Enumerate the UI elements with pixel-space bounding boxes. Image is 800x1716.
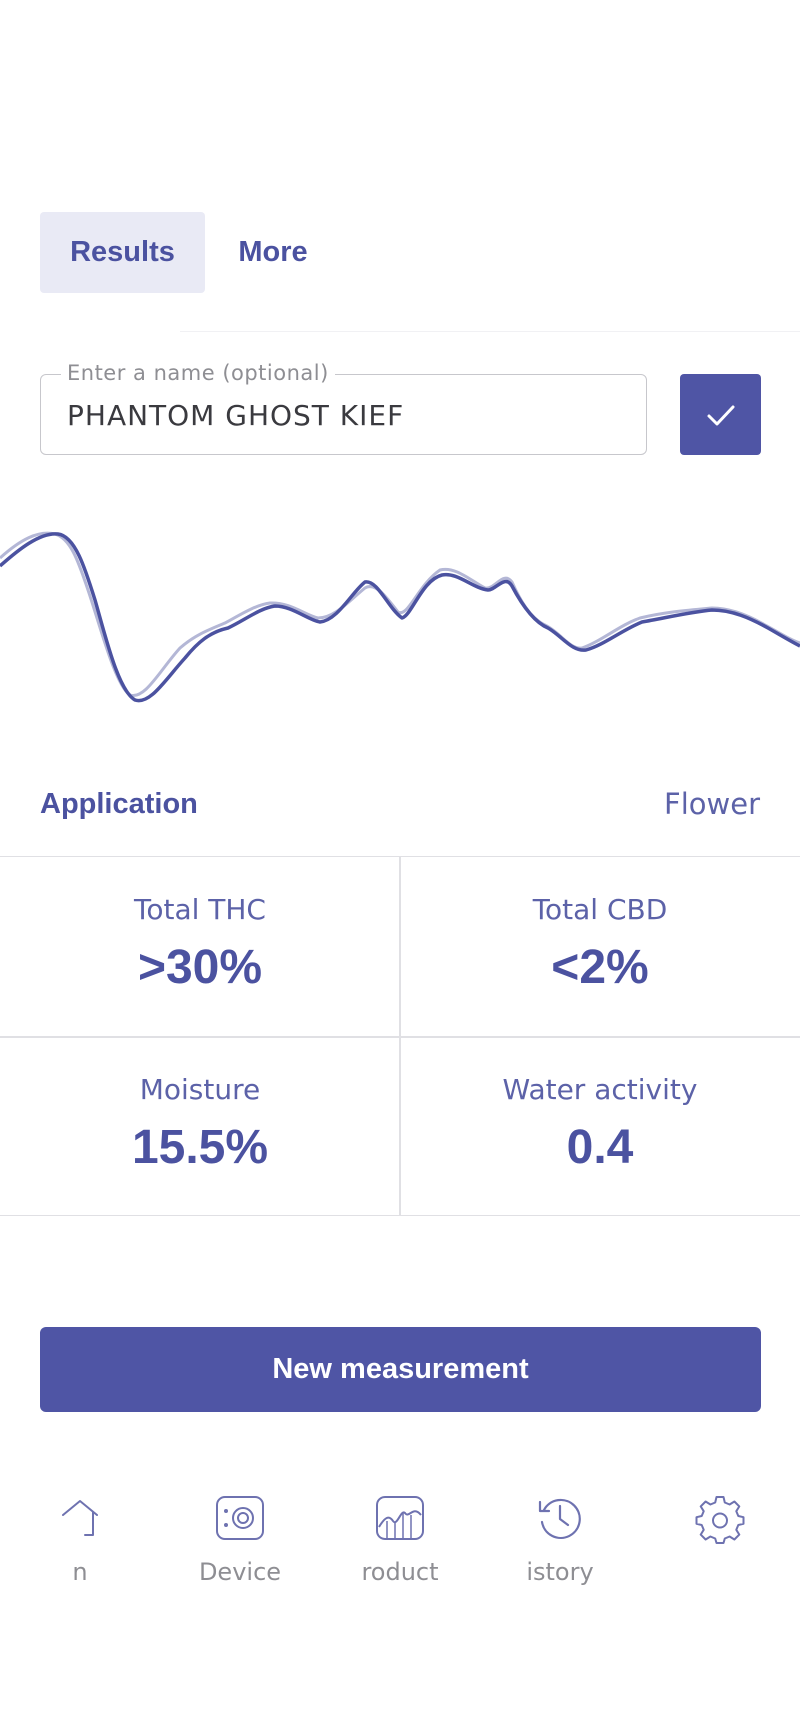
result-cell-moisture: Moisture 15.5% <box>0 1037 400 1217</box>
result-cell-water-activity: Water activity 0.4 <box>400 1037 800 1217</box>
grid-horizontal-divider <box>0 1036 800 1038</box>
device-icon <box>216 1496 264 1540</box>
name-field-container: Enter a name (optional) <box>40 361 647 456</box>
nav-label: istory <box>526 1558 594 1586</box>
result-label: Moisture <box>139 1073 261 1106</box>
confirm-name-button[interactable] <box>680 374 761 455</box>
nav-item-products[interactable]: roduct <box>320 1490 480 1610</box>
nav-label: Device <box>198 1558 282 1586</box>
results-grid: Total THC >30% Total CBD <2% Moisture 15… <box>0 856 800 1216</box>
result-label: Total THC <box>133 893 266 926</box>
products-chart-icon <box>376 1496 424 1540</box>
settings-gear-icon <box>695 1496 745 1544</box>
result-value: 0.4 <box>566 1121 634 1174</box>
tab-divider <box>180 331 800 332</box>
spectrum-chart <box>0 531 800 703</box>
application-label: Application <box>40 787 198 820</box>
new-measurement-button[interactable]: New measurement <box>40 1327 761 1412</box>
home-icon <box>62 1500 98 1536</box>
spectrum-measured-line <box>0 532 800 703</box>
nav-item-home[interactable]: n <box>0 1490 160 1610</box>
history-icon <box>538 1498 581 1539</box>
nav-label: n <box>72 1558 88 1586</box>
nav-item-history[interactable]: istory <box>480 1490 640 1610</box>
name-input[interactable] <box>67 375 627 456</box>
bottom-navigation: n Device roduct <box>0 1490 800 1610</box>
nav-item-device[interactable]: Device <box>160 1490 320 1610</box>
nav-item-settings[interactable] <box>640 1490 800 1610</box>
application-row: Application Flower <box>40 780 760 828</box>
result-label: Total CBD <box>532 893 668 926</box>
tab-bar: Results More <box>40 212 323 293</box>
nav-label: roduct <box>361 1558 439 1586</box>
result-cell-total-cbd: Total CBD <2% <box>400 857 800 1037</box>
tab-results[interactable]: Results <box>40 212 205 293</box>
result-value: 15.5% <box>131 1121 269 1174</box>
result-cell-total-thc: Total THC >30% <box>0 857 400 1037</box>
result-label: Water activity <box>502 1073 698 1106</box>
tab-more[interactable]: More <box>238 236 308 268</box>
application-value: Flower <box>664 787 760 821</box>
result-value: <2% <box>551 941 649 994</box>
result-value: >30% <box>137 941 263 994</box>
check-icon <box>707 405 734 425</box>
